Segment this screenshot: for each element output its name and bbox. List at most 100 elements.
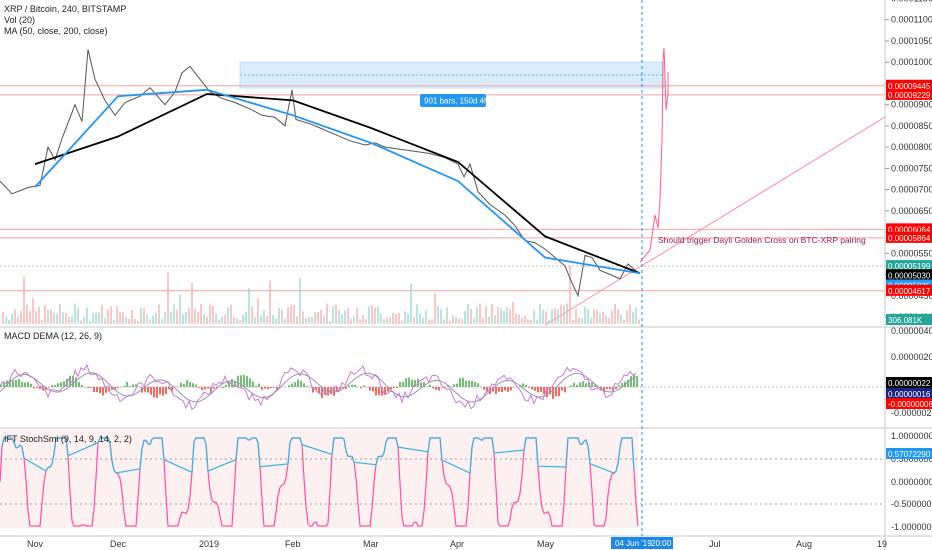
stoch-tick-label: -0.50000000 (891, 499, 932, 509)
volume-bar (596, 309, 598, 324)
volume-bar (449, 320, 451, 324)
volume-bar (383, 319, 385, 324)
volume-bar (41, 319, 43, 324)
macd-bar (168, 387, 170, 390)
volume-bar (485, 306, 487, 324)
macd-bar (501, 387, 503, 393)
volume-bar (560, 304, 562, 324)
volume-bar (512, 301, 514, 324)
macd-bar (207, 387, 209, 389)
macd-bar (60, 382, 62, 387)
trendline-projection[interactable] (544, 116, 886, 326)
volume-bar (392, 312, 394, 324)
macd-bar (558, 387, 560, 396)
macd-bar (51, 385, 53, 387)
volume-bar (362, 315, 364, 324)
macd-bar (375, 387, 377, 396)
volume-bar (233, 316, 235, 324)
volume-bar (548, 319, 550, 324)
volume-bar (173, 304, 175, 324)
macd-bar (459, 378, 461, 387)
macd-bar (240, 375, 242, 387)
volume-bar (500, 308, 502, 324)
volume-bar (14, 309, 16, 324)
volume-bar (572, 319, 574, 324)
macd-bar (474, 382, 476, 387)
macd-bar (147, 387, 149, 393)
macd-bar (414, 379, 416, 387)
volume-bar (317, 312, 319, 324)
time-axis[interactable]: Nov Dec 2019 Feb Mar Apr May Jul Aug 19 (27, 539, 887, 549)
macd-bar (534, 387, 536, 391)
volume-bar (473, 318, 475, 324)
cursor-date-badge (611, 537, 673, 549)
volume-bar (215, 313, 217, 324)
volume-bar (434, 292, 436, 324)
volume-bar (197, 311, 199, 324)
volume-bar (200, 303, 202, 324)
volume-bar (155, 313, 157, 324)
volume-bar (293, 305, 295, 324)
volume-bar (17, 316, 19, 324)
volume-bar (296, 316, 298, 324)
macd-bar (564, 387, 566, 393)
volume-bar (602, 311, 604, 324)
volume-bar (128, 318, 130, 324)
macd-bar (186, 380, 188, 387)
macd-bar (537, 387, 539, 393)
volume-legend[interactable]: Vol (20) (4, 15, 35, 25)
volume-bar (626, 310, 628, 324)
stoch-badge-text: 0.57072290 (888, 450, 931, 459)
macd-bar (102, 387, 104, 396)
time-tick-label: Mar (363, 539, 379, 549)
volume-bar (437, 305, 439, 324)
volume-bar (32, 297, 34, 324)
volume-bar (341, 314, 343, 324)
macd-bar (174, 386, 176, 387)
volume-bar (119, 312, 121, 324)
macd-bar (231, 379, 233, 387)
macd-bar (15, 379, 17, 387)
volume-bar (518, 314, 520, 324)
volume-bar (308, 316, 310, 324)
volume-bar (212, 306, 214, 324)
macd-bar (54, 385, 56, 387)
macd-bar (615, 387, 617, 390)
volume-bar (302, 311, 304, 324)
volume-bar (38, 307, 40, 324)
volume-bar (368, 306, 370, 324)
time-tick-label: Nov (27, 539, 44, 549)
macd-bar (468, 380, 470, 387)
volume-bar (137, 320, 139, 324)
symbol-legend[interactable]: XRP / Bitcoin, 240, BITSTAMP (4, 4, 126, 14)
macd-bar (156, 387, 158, 399)
macd-bar (492, 387, 494, 392)
macd-badge-text: 0.00000022 (888, 379, 931, 388)
stoch-legend[interactable]: IFT StochSmi (9, 14, 9, 14, 2, 2) (4, 434, 132, 444)
macd-bar (48, 387, 50, 388)
time-tick-label: Jul (709, 539, 721, 549)
price-badge-text: 0.00005030 (888, 271, 931, 280)
macd-bar (105, 387, 107, 393)
macd-bar (261, 387, 263, 390)
volume-bar (188, 308, 190, 324)
annotation-note[interactable]: Should trigger Dayli Golden Cross on BTC… (658, 235, 866, 245)
macd-bar (354, 384, 356, 387)
volume-bar (53, 312, 55, 324)
price-badge (886, 314, 932, 325)
macd-bar (252, 381, 254, 387)
macd-legend[interactable]: MACD DEMA (12, 26, 9) (4, 331, 102, 341)
stoch-axis[interactable]: 1.000000000.500000000.00000000-0.5000000… (886, 431, 932, 532)
macd-bar (423, 381, 425, 387)
macd-bar (444, 387, 446, 388)
ma-legend[interactable]: MA (50, close, 200, close) (4, 26, 108, 36)
macd-bar (183, 384, 185, 387)
volume-bar (401, 320, 403, 324)
volume-bar (452, 315, 454, 324)
macd-badge (886, 388, 932, 399)
